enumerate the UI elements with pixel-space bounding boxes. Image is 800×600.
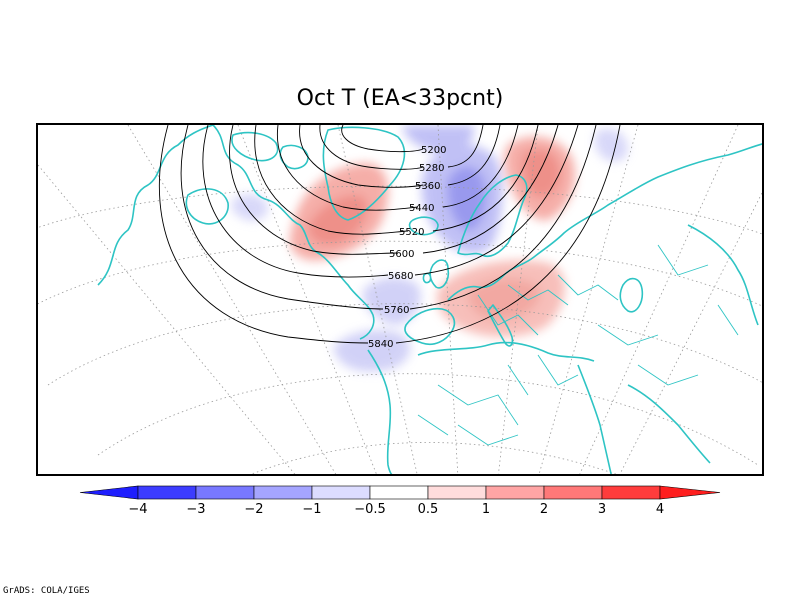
colorbar-segment [253,485,313,500]
contour-5680 [202,125,579,278]
coastline-caspian [619,277,644,313]
colorbar-label: 4 [655,502,665,517]
colorbar-arrow-high [659,485,721,500]
contour-label: 5280 [419,163,444,174]
coastline-hudson-bay [185,188,229,225]
colorbar-segment [427,485,487,500]
coastline-north-america [97,125,375,340]
colorbar-segment [311,485,371,500]
warm-anomaly-europe-core [468,278,540,321]
contour-5200 [341,125,424,153]
colorbar-label: −1 [302,502,322,517]
contour-label: 5600 [389,249,414,260]
cold-anomaly-barents [594,128,628,162]
colorbar-segments [79,485,721,500]
contour-label: 5440 [409,203,434,214]
contour-label: 5680 [388,271,413,282]
graticule [38,125,762,474]
cold-anomaly-labrador [231,193,269,221]
map-panel: 5200 5280 5360 5440 5520 5600 5680 5760 … [36,123,764,476]
contour-5360 [299,125,501,188]
coastline-africa [367,349,393,474]
cold-anomaly-iberia [362,277,421,325]
colorbar-label: −0.5 [354,502,386,517]
contour-5840 [159,125,621,344]
country-borders [417,244,739,446]
contour-label: 5200 [421,145,446,156]
contour-5520 [254,125,539,235]
coastline-iceland [408,216,439,236]
colorbar-label: 2 [539,502,549,517]
coastline-mediterranean [417,341,595,362]
colorbar-label: 0.5 [417,502,439,517]
contour-label: 5360 [415,181,440,192]
colorbar-segment [601,485,661,500]
credit-text: GrADS: COLA/IGES [3,586,90,596]
colorbar-segment [195,485,255,500]
coastline-asia-east [687,224,759,326]
contour-5280 [319,125,484,170]
coastline-europe [447,143,762,301]
colorbar-arrow-low [79,485,139,500]
contour-label: 5840 [368,339,393,350]
warm-anomaly-greenland-core [308,195,368,245]
contour-5760 [180,125,597,310]
map-canvas: 5200 5280 5360 5440 5520 5600 5680 5760 … [38,125,762,474]
coastline-scandinavia [457,174,528,258]
colorbar [79,485,721,500]
colorbar-label: 1 [481,502,491,517]
colorbar-label: 3 [597,502,607,517]
colorbar-segment [369,485,429,500]
cold-anomaly-subtropical-atlantic [333,329,411,372]
map-title: Oct T (EA<33pcnt) [296,86,504,111]
coastline-italy [487,304,514,347]
contour-labels: 5200 5280 5360 5440 5520 5600 5680 5760 … [368,145,446,350]
coastline-arabia [627,384,711,464]
coastlines [97,125,762,474]
coastline-iberia [404,307,456,346]
contour-5440 [276,125,519,211]
colorbar-segment [137,485,197,500]
contour-label: 5520 [399,227,424,238]
contour-label: 5760 [384,305,409,316]
coastline-arctic-islands [231,131,309,170]
coastline-red-sea [577,364,612,474]
height-contours [159,125,621,344]
colorbar-label: −3 [186,502,206,517]
contour-5600 [229,125,559,255]
colorbar-segment [543,485,603,500]
colorbar-label: −4 [128,502,148,517]
colorbar-label: −2 [244,502,264,517]
coastline-greenland [322,126,406,221]
temperature-anomaly-shading [231,125,628,372]
colorbar-segment [485,485,545,500]
cold-anomaly-north-atlantic-core [447,166,487,231]
